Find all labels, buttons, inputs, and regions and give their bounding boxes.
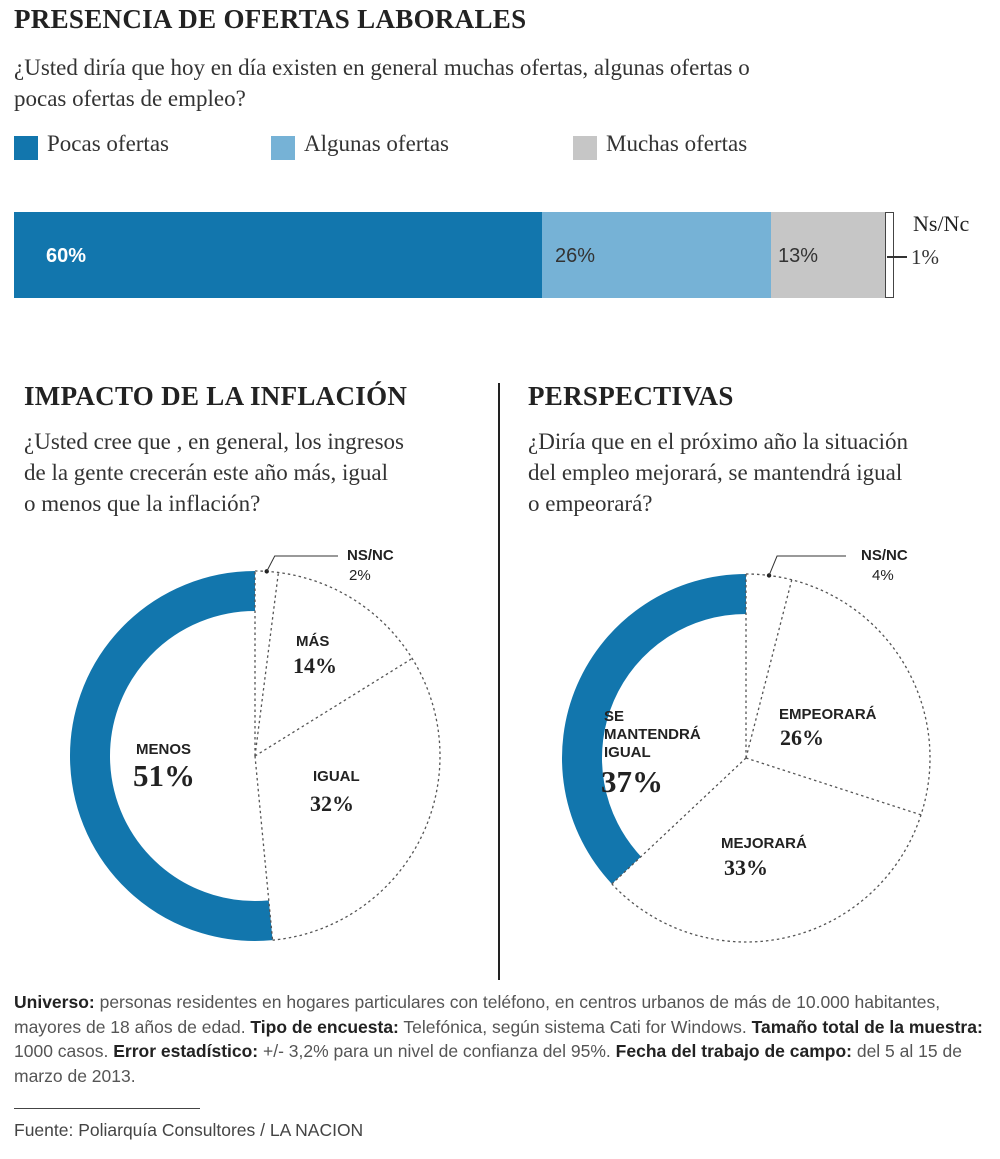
pie1-label-nsnc-name: NS/NC bbox=[347, 547, 394, 564]
pie1-nsnc-leader-line bbox=[266, 555, 338, 572]
legend-swatch-pocas bbox=[14, 136, 38, 160]
pie2-label-mej-value: 33% bbox=[724, 855, 768, 880]
foot-fecha-text: del 5 al 15 de marzo de 2013. bbox=[14, 1041, 962, 1086]
section2-question-line3: o menos que la inflación? bbox=[24, 491, 261, 516]
section2-question-line1: ¿Usted cree que , en general, los ingres… bbox=[24, 429, 404, 454]
section3-question-line2: del empleo mejorará, se mantendrá igual bbox=[528, 460, 903, 485]
bar-label-nsnc-value: 1% bbox=[911, 245, 939, 269]
bar-label-algunas: 26% bbox=[555, 245, 596, 267]
bar-segment-muchas bbox=[770, 212, 886, 298]
pie1-label-mas-value: 14% bbox=[293, 653, 337, 678]
foot-error-text: +/- 3,2% para un nivel de confianza del … bbox=[258, 1041, 616, 1061]
pie2-label-emp-name: EMPEORARÁ bbox=[779, 706, 877, 723]
pie1-slice-menos bbox=[70, 571, 273, 941]
methodology-note: Universo: personas residentes en hogares… bbox=[14, 990, 989, 1088]
bar-segment-nsnc bbox=[885, 212, 894, 298]
section1-title: PRESENCIA DE OFERTAS LABORALES bbox=[14, 4, 527, 34]
foot-fecha-label: Fecha del trabajo de campo: bbox=[615, 1041, 852, 1061]
pie2-divider-2 bbox=[745, 757, 922, 816]
section3-question-line3: o empeorará? bbox=[528, 491, 653, 516]
foot-universo-text: personas residentes en hogares particula… bbox=[14, 992, 941, 1037]
pie1-label-igual-value: 32% bbox=[310, 791, 354, 816]
legend-swatch-algunas bbox=[271, 136, 295, 160]
pie2-label-emp-value: 26% bbox=[780, 725, 824, 750]
pie2-outline bbox=[611, 573, 931, 943]
legend-label-muchas: Muchas ofertas bbox=[606, 131, 748, 156]
bar-label-nsnc-name: Ns/Nc bbox=[913, 211, 970, 236]
pie1-divider-2 bbox=[254, 657, 413, 757]
pie2-label-mant-line1: SE bbox=[604, 708, 625, 725]
foot-tamano-text: 1000 casos. bbox=[14, 1041, 114, 1061]
pie2-slice-se-mantendr-igual bbox=[562, 574, 747, 884]
pie1-label-menos-value: 51% bbox=[133, 758, 195, 793]
pie2-nsnc-leader-line bbox=[768, 555, 846, 576]
pie2-label-mant-line3: IGUAL bbox=[604, 744, 651, 761]
pie2-label-nsnc-value: 4% bbox=[872, 567, 894, 584]
pie2-label-mej-name: MEJORARÁ bbox=[721, 835, 807, 852]
source-credit: Fuente: Poliarquía Consultores / LA NACI… bbox=[14, 1120, 364, 1140]
section2-question-line2: de la gente crecerán este año más, igual bbox=[24, 460, 388, 485]
pie1-label-nsnc-value: 2% bbox=[349, 567, 371, 584]
section1-question-line2: pocas ofertas de empleo? bbox=[14, 86, 246, 111]
section1-question-line1: ¿Usted diría que hoy en día existen en g… bbox=[14, 55, 750, 80]
section3-title: PERSPECTIVAS bbox=[528, 381, 734, 411]
section-divider bbox=[498, 383, 500, 980]
pie1-outline bbox=[254, 570, 441, 941]
pie1-label-mas-name: MÁS bbox=[296, 633, 330, 650]
foot-error-label: Error estadístico: bbox=[113, 1041, 259, 1061]
bar-segment-algunas bbox=[542, 212, 771, 298]
source-rule bbox=[14, 1108, 200, 1109]
pie-charts bbox=[70, 555, 931, 943]
section3-question-line1: ¿Diría que en el próximo año la situació… bbox=[528, 429, 909, 454]
pie1-divider-1 bbox=[254, 572, 280, 757]
legend-label-pocas: Pocas ofertas bbox=[47, 131, 169, 156]
legend-label-algunas: Algunas ofertas bbox=[304, 131, 449, 156]
pie1-divider-3 bbox=[254, 755, 274, 941]
pie1-nsnc-leader-dot bbox=[264, 569, 269, 574]
pie1-label-igual-name: IGUAL bbox=[313, 768, 360, 785]
section2-title: IMPACTO DE LA INFLACIÓN bbox=[24, 381, 408, 411]
pie2-label-mant-value: 37% bbox=[601, 764, 663, 799]
section1-question: ¿Usted diría que hoy en día existen en g… bbox=[14, 52, 750, 114]
bar-segment-pocas bbox=[14, 212, 542, 298]
foot-tipo-text: Telefónica, según sistema Cati for Windo… bbox=[398, 1016, 752, 1037]
nsnc-leader-line bbox=[887, 256, 907, 258]
bar-label-pocas: 60% bbox=[46, 245, 87, 267]
foot-universo-label: Universo: bbox=[14, 992, 95, 1012]
section2-question: ¿Usted cree que , en general, los ingres… bbox=[24, 426, 404, 519]
foot-tipo-label: Tipo de encuesta: bbox=[250, 1016, 399, 1037]
pie1-label-menos-name: MENOS bbox=[136, 741, 192, 758]
pie2-label-mant-line2: MANTENDRÁ bbox=[604, 726, 701, 743]
legend-swatch-muchas bbox=[573, 136, 597, 160]
bar-label-muchas: 13% bbox=[778, 245, 819, 267]
pie2-label-nsnc-name: NS/NC bbox=[861, 547, 908, 564]
section3-question: ¿Diría que en el próximo año la situació… bbox=[528, 426, 908, 519]
foot-tamano-label: Tamaño total de la muestra: bbox=[751, 1016, 983, 1037]
